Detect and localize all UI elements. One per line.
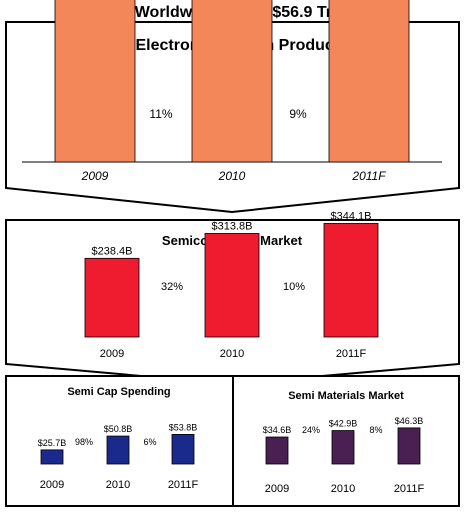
category-label-2009: 2009 [265,483,289,495]
category-label-2009: 2009 [40,479,64,491]
growth-label-2: 8% [369,425,382,435]
value-label-2009: $34.6B [263,425,292,435]
bar-2009 [265,436,289,465]
bar-2011F [171,434,195,465]
value-label-2010: $50.8B [104,424,133,434]
bar-2010 [204,233,260,338]
bar-2009 [54,0,136,163]
value-label-2010: $313.8B [212,220,253,232]
bar-2010 [106,435,130,465]
growth-label-1: 32% [161,281,183,293]
category-label-2011F: 2011F [394,483,425,495]
bar-2009 [84,257,140,338]
value-label-2011F: $46.3B [395,416,424,426]
growth-label-1: 98% [75,437,93,447]
growth-label-2: 10% [283,281,305,293]
bar-2009 [40,449,64,465]
category-label-2010: 2010 [331,483,355,495]
semi-materials-market-chart: Semi Materials Market $34.6B 2009 $42.9B 201… [263,390,425,495]
semiconductor-market-chart: Semiconductor Market$238.4B2009$313.8B20… [84,210,379,360]
bar-2010 [331,430,355,465]
category-label-2010: 2010 [220,348,244,360]
growth-label-1: 24% [302,425,320,435]
value-label-2011F: $53.8B [169,422,198,432]
category-label-2011F: 2011F [336,348,367,360]
semi-cap-spending-chart: Semi Cap Spending $25.7B 2009 $50.8B 2010 $53… [38,386,199,491]
bar-2011F [328,0,410,163]
electronic-system-production-chart: WW Electronic System Production$1,116B20… [22,0,442,183]
category-label-2011F: 2011F [168,479,199,491]
bar-2010 [191,0,273,163]
growth-label-2: 6% [143,437,156,447]
growth-label-1: 11% [149,107,172,121]
growth-label-2: 9% [289,107,307,121]
category-label-2010: 2010 [106,479,130,491]
bar-2011F [323,223,379,338]
chart-title: Semi Materials Market [288,390,404,402]
category-label-2009: 2009 [81,169,109,183]
category-label-2010: 2010 [218,169,246,183]
category-label-2009: 2009 [100,348,124,360]
category-label-2011F: 2011F [351,169,386,183]
value-label-2010: $42.9B [329,419,358,429]
bar-2011F [397,427,421,465]
chart-title: Semi Cap Spending [67,386,170,398]
value-label-2009: $238.4B [92,245,133,257]
value-label-2009: $25.7B [38,438,67,448]
value-label-2011F: $344.1B [331,210,372,222]
